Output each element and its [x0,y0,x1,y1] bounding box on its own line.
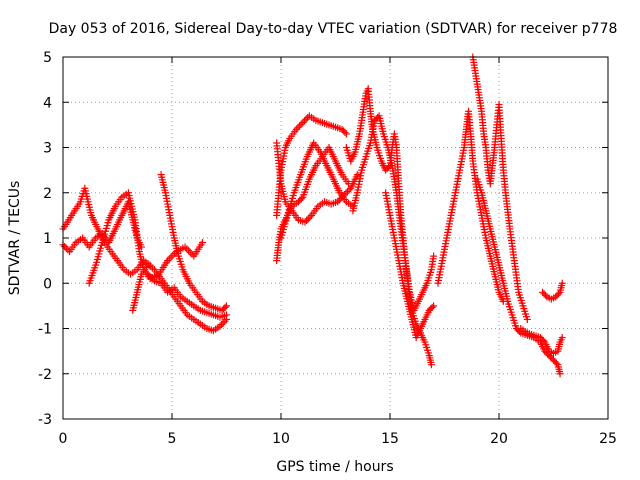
data-point [169,251,177,259]
data-point [294,124,302,132]
data-point [303,216,311,224]
y-tick-label: 5 [43,50,52,66]
data-point [558,279,566,287]
data-point [144,270,152,278]
data-point [183,245,191,253]
data-point [186,248,194,256]
y-tick-label: 2 [43,186,52,202]
data-point [299,119,307,127]
chart-title: Day 053 of 2016, Sidereal Day-to-day VTE… [49,21,618,37]
y-tick-label: -1 [38,322,52,338]
data-point [430,252,438,260]
y-tick-labels: -3 -2 -1 0 1 2 3 4 5 [38,50,52,428]
data-point [385,163,393,171]
data-point [343,188,351,196]
data-point [556,370,564,378]
data-point [353,171,361,179]
data-point [555,290,563,298]
data-point [147,274,155,282]
x-axis-label: GPS time / hours [276,459,393,475]
y-axis-label: SDTVAR / TECUs [7,181,23,296]
data-point [199,239,207,247]
data-point [146,272,154,280]
y-tick-label: 0 [43,276,52,292]
data-point [149,275,157,283]
data-point [167,253,175,261]
y-tick-label: 1 [43,231,52,247]
x-tick-label: 0 [59,431,68,447]
data-point [297,120,305,128]
data-markers [59,53,566,378]
data-point [558,334,566,342]
data-point [297,195,305,203]
x-tick-label: 20 [490,431,508,447]
data-point [62,244,70,252]
data-point [301,218,309,226]
x-tick-label: 10 [272,431,290,447]
data-point [427,361,435,369]
x-tick-label: 15 [381,431,399,447]
x-tick-labels: 0 5 10 15 20 25 [59,431,617,447]
data-point [539,337,547,345]
data-point [221,303,229,311]
data-point [342,189,350,197]
data-point [61,242,69,250]
data-point [302,115,310,123]
y-tick-label: 4 [43,95,52,111]
data-point [342,130,350,138]
data-point [223,311,230,319]
axis-ticks [62,56,609,420]
data-point [296,122,304,130]
y-tick-label: 3 [43,141,52,157]
data-point [292,125,300,133]
data-point [341,128,349,136]
data-point [334,198,342,206]
data-point [523,315,531,323]
data-point [223,302,230,310]
data-point [542,291,550,299]
data-point [219,319,227,327]
x-tick-label: 25 [599,431,617,447]
y-tick-label: -3 [38,412,52,428]
data-point [430,302,438,310]
data-point [552,359,560,367]
data-point [304,215,312,223]
data-point [428,303,436,311]
data-point [218,321,226,329]
x-tick-label: 5 [168,431,177,447]
y-tick-label: -2 [38,367,52,383]
data-point [300,117,308,125]
data-point [306,213,314,221]
data-point [216,322,224,330]
data-point [345,186,353,194]
grid-lines [63,57,608,419]
